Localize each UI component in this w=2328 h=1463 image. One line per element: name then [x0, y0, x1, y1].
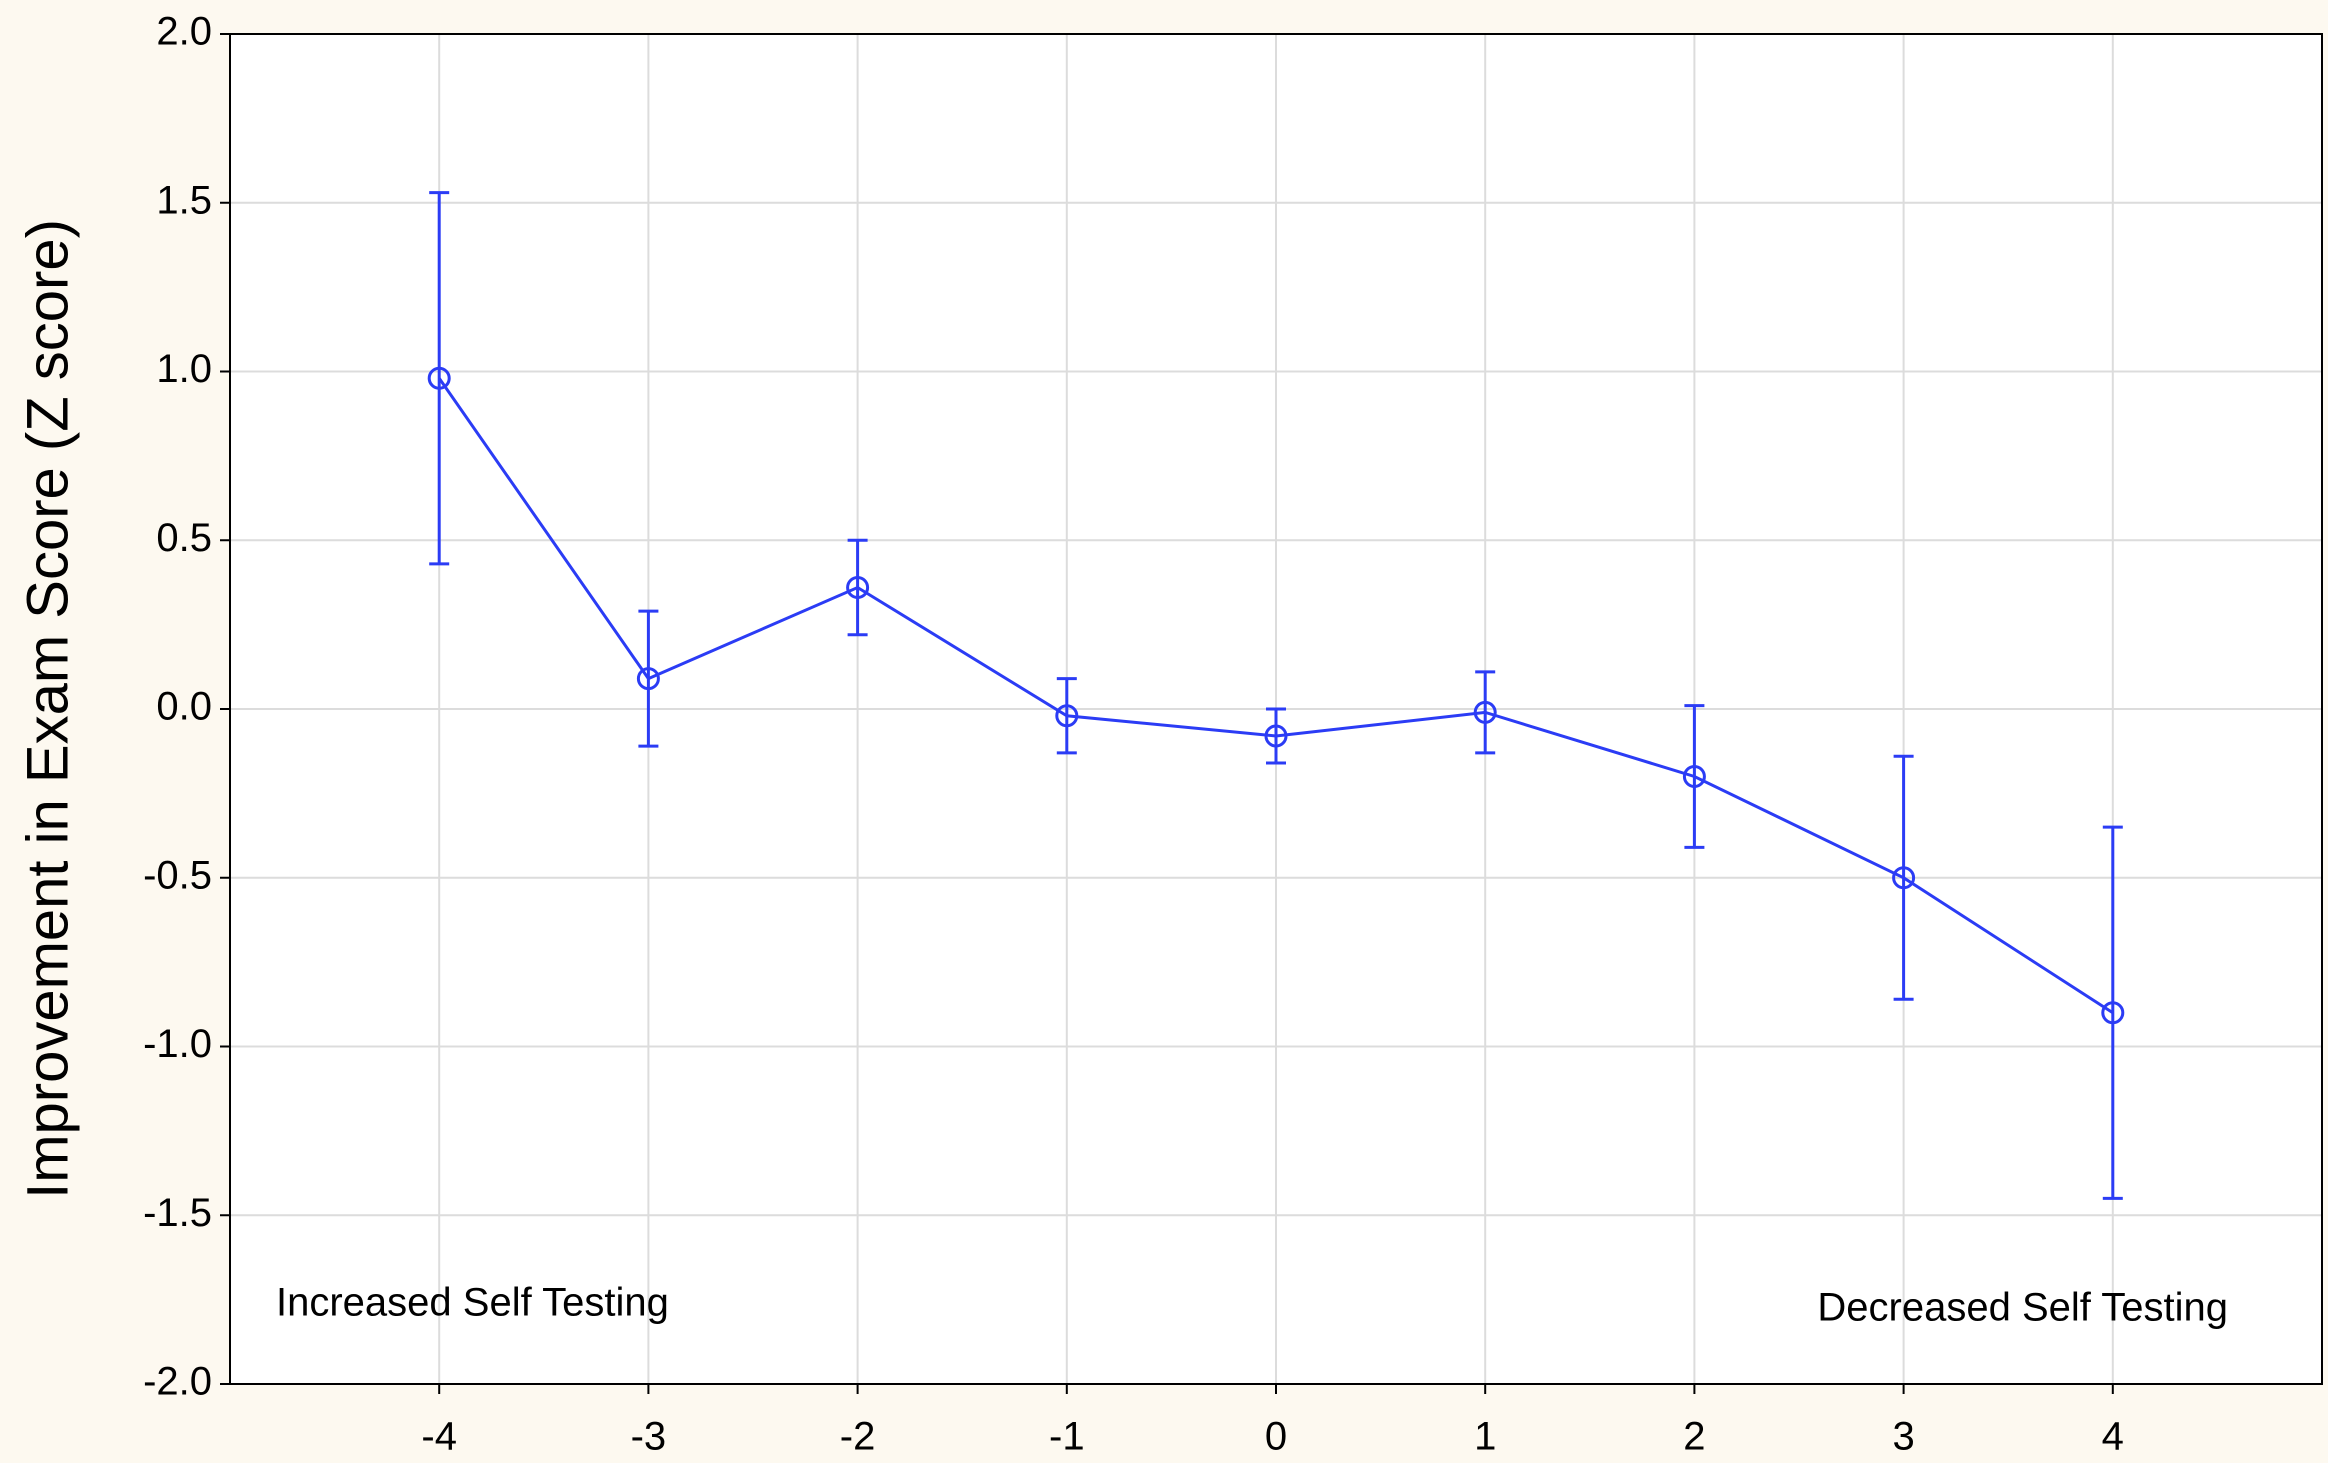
error-bar	[847, 538, 868, 637]
error-bar	[1684, 704, 1705, 849]
data-point	[1264, 724, 1288, 748]
x-tick-label: 1	[1474, 1415, 1496, 1459]
error-bar	[1056, 677, 1077, 755]
x-tick-label: 0	[1265, 1415, 1287, 1459]
data-point	[2101, 1001, 2125, 1025]
y-tick-label: 2.0	[156, 10, 212, 54]
y-tick-label: -2.0	[143, 1360, 212, 1404]
x-tick-label: -2	[840, 1415, 876, 1459]
y-tick-label: 1.5	[156, 178, 212, 222]
x-tick-label: -1	[1049, 1415, 1085, 1459]
annotation: Increased Self Testing	[276, 1281, 669, 1325]
data-point	[1055, 704, 1079, 728]
error-bar	[638, 609, 659, 748]
error-bar	[1475, 670, 1496, 755]
error-bar	[429, 191, 450, 566]
x-tick-label: 3	[1892, 1415, 1914, 1459]
y-tick-label: -1.0	[143, 1022, 212, 1066]
error-bar	[2102, 825, 2123, 1200]
data-point	[1682, 765, 1706, 788]
x-tick-label: 2	[1683, 1415, 1705, 1459]
error-bar	[1893, 754, 1914, 1001]
y-tick-label: 0.0	[156, 685, 212, 729]
x-tick-label: 4	[2102, 1415, 2124, 1459]
y-axis-label: Improvement in Exam Score (Z score)	[15, 219, 80, 1199]
y-tick-label: 1.0	[156, 347, 212, 391]
data-point	[1892, 866, 1916, 890]
data-point	[1473, 700, 1497, 724]
error-bar	[1266, 707, 1286, 765]
y-tick-label: -1.5	[143, 1191, 212, 1235]
x-tick-label: -3	[631, 1415, 667, 1459]
data-point	[427, 366, 451, 390]
data-point	[846, 576, 870, 599]
y-tick-label: 0.5	[156, 516, 212, 560]
data-point	[636, 667, 660, 691]
x-tick-label: -4	[421, 1415, 457, 1459]
annotation: Decreased Self Testing	[1817, 1286, 2228, 1330]
y-tick-label: -0.5	[143, 853, 212, 897]
plot-frame	[229, 33, 2323, 1385]
